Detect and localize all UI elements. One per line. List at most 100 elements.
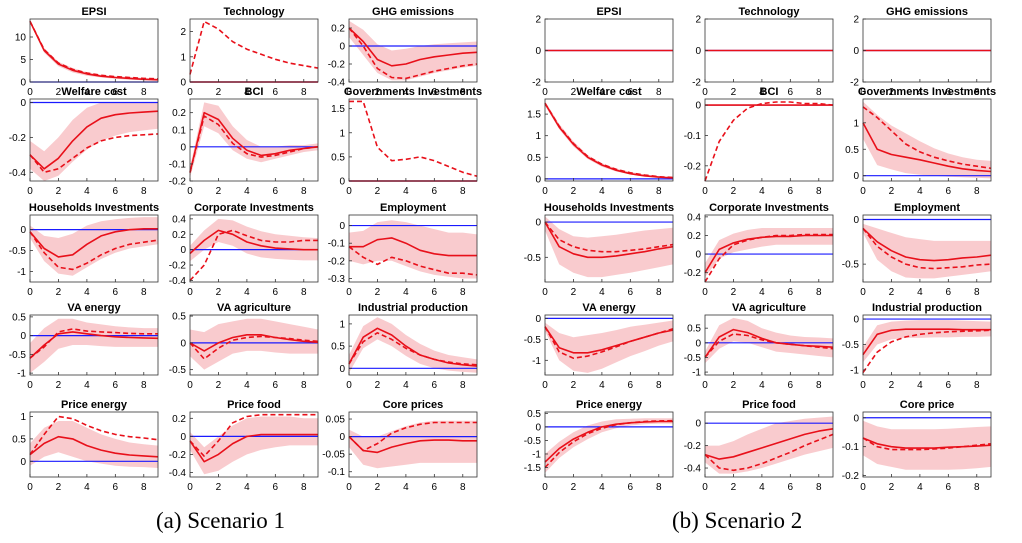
panel-1-4: 0 2 4 6 8 -0.4 -0.2 0 Welfare cost (9, 86, 159, 197)
panel-1-9: 0 2 4 6 8 -0.3 -0.2 -0.1 0 Employment (328, 202, 478, 298)
x-tick-label: 6 (113, 380, 119, 391)
x-tick-label: 4 (917, 186, 923, 197)
y-tick-label: 0.5 (845, 145, 859, 156)
confidence-band (30, 19, 158, 81)
y-tick-label: -2 (692, 78, 701, 89)
solid-series (704, 234, 833, 274)
y-tick-label: -1 (850, 365, 859, 376)
dashed-series (862, 106, 992, 170)
y-tick-label: -0.2 (328, 256, 346, 267)
panel-1-12: 0 2 4 6 8 0 0.5 1 Industrial production (331, 302, 478, 391)
panel-title: GHG emissions (372, 6, 454, 18)
panel-title: Price energy (61, 399, 128, 411)
x-tick-label: 0 (702, 87, 708, 98)
x-tick-label: 6 (273, 287, 279, 298)
y-tick-label: 0 (695, 338, 701, 349)
x-tick-label: 2 (731, 482, 737, 493)
x-tick-label: 4 (403, 380, 409, 391)
x-tick-label: 6 (432, 186, 438, 197)
panel-title: GHG emissions (886, 6, 968, 18)
x-tick-label: 0 (860, 287, 866, 298)
solid-series (189, 111, 319, 173)
x-tick-label: 6 (432, 287, 438, 298)
x-tick-label: 4 (84, 482, 90, 493)
y-tick-label: 1 (180, 52, 186, 63)
confidence-band (190, 102, 318, 178)
y-tick-label: -0.1 (684, 131, 702, 142)
x-tick-label: 6 (273, 482, 279, 493)
y-tick-label: -0.5 (9, 246, 27, 257)
axes-frame (544, 314, 674, 376)
y-tick-label: 0 (695, 101, 701, 112)
x-tick-label: 4 (403, 186, 409, 197)
dashed-series (348, 331, 478, 366)
x-tick-label: 8 (141, 287, 147, 298)
solid-series (862, 328, 991, 356)
panel-title: Households Investments (544, 202, 674, 214)
solid-series (704, 428, 834, 460)
axes-frame (862, 98, 992, 182)
panel-1-2: 0 2 4 6 8 0 1 2 Technology (180, 6, 319, 98)
y-tick-label: 0 (180, 338, 186, 349)
x-tick-label: 6 (432, 482, 438, 493)
dashed-series (29, 415, 159, 456)
y-tick-label: 0.5 (527, 409, 541, 420)
y-tick-label: -1 (692, 368, 701, 379)
x-tick-label: 4 (84, 87, 90, 98)
x-tick-label: 6 (113, 482, 119, 493)
x-tick-label: 4 (403, 87, 409, 98)
axes-frame (29, 214, 159, 283)
panel-2-14: 0 2 4 6 8 -0.4 -0.2 0 Price food (684, 399, 834, 493)
x-tick-label: 4 (599, 87, 605, 98)
x-tick-label: 0 (860, 380, 866, 391)
axes-frame (189, 411, 319, 478)
panel-title: Industrial production (872, 302, 982, 314)
x-tick-label: 2 (56, 287, 62, 298)
y-tick-label: -0.4 (328, 78, 346, 89)
x-tick-label: 2 (375, 87, 381, 98)
dashed-series (348, 27, 478, 80)
confidence-band (30, 102, 158, 181)
y-tick-label: -0.2 (9, 133, 27, 144)
y-tick-label: 0.5 (687, 324, 701, 335)
y-tick-label: 0 (853, 413, 859, 424)
confidence-band (705, 228, 833, 278)
y-tick-label: 0.5 (527, 153, 541, 164)
dashed-series (348, 421, 477, 452)
y-tick-label: -0.2 (842, 471, 860, 482)
panel-title: VA energy (67, 302, 121, 314)
x-tick-label: 2 (216, 87, 222, 98)
axes-frame (189, 214, 319, 283)
y-tick-label: -0.2 (169, 261, 187, 272)
x-tick-label: 8 (816, 287, 822, 298)
y-tick-label: 0 (339, 432, 345, 443)
panel-title: Governments Investments (344, 86, 482, 98)
y-tick-label: 1.5 (331, 104, 345, 115)
panel-2-6: 0 2 4 6 8 0 0.5 1 Governments Investments (845, 86, 996, 197)
y-tick-label: 0.1 (172, 125, 186, 136)
axes-frame (189, 98, 319, 182)
dashed-series (704, 433, 834, 472)
x-tick-label: 8 (816, 482, 822, 493)
solid-series (189, 333, 319, 352)
x-tick-label: 4 (917, 482, 923, 493)
x-tick-label: 4 (84, 287, 90, 298)
solid-series (348, 327, 478, 367)
x-tick-label: 4 (244, 186, 250, 197)
dashed-series (862, 437, 992, 451)
panel-1-5: 0 2 4 6 8 -0.2 -0.1 0 0.1 0.2 BCI (169, 86, 319, 197)
y-tick-label: -0.2 (328, 60, 346, 71)
x-tick-label: 6 (432, 87, 438, 98)
y-tick-label: -0.5 (842, 340, 860, 351)
y-tick-label: 0 (180, 432, 186, 443)
x-tick-label: 6 (628, 380, 634, 391)
x-tick-label: 4 (244, 380, 250, 391)
y-tick-label: -0.2 (684, 441, 702, 452)
y-tick-label: -0.2 (684, 268, 702, 279)
dashed-series (189, 413, 318, 458)
y-tick-label: -1 (17, 369, 26, 380)
y-tick-label: 0.05 (326, 415, 346, 426)
panel-title: Governments Investments (858, 86, 996, 98)
